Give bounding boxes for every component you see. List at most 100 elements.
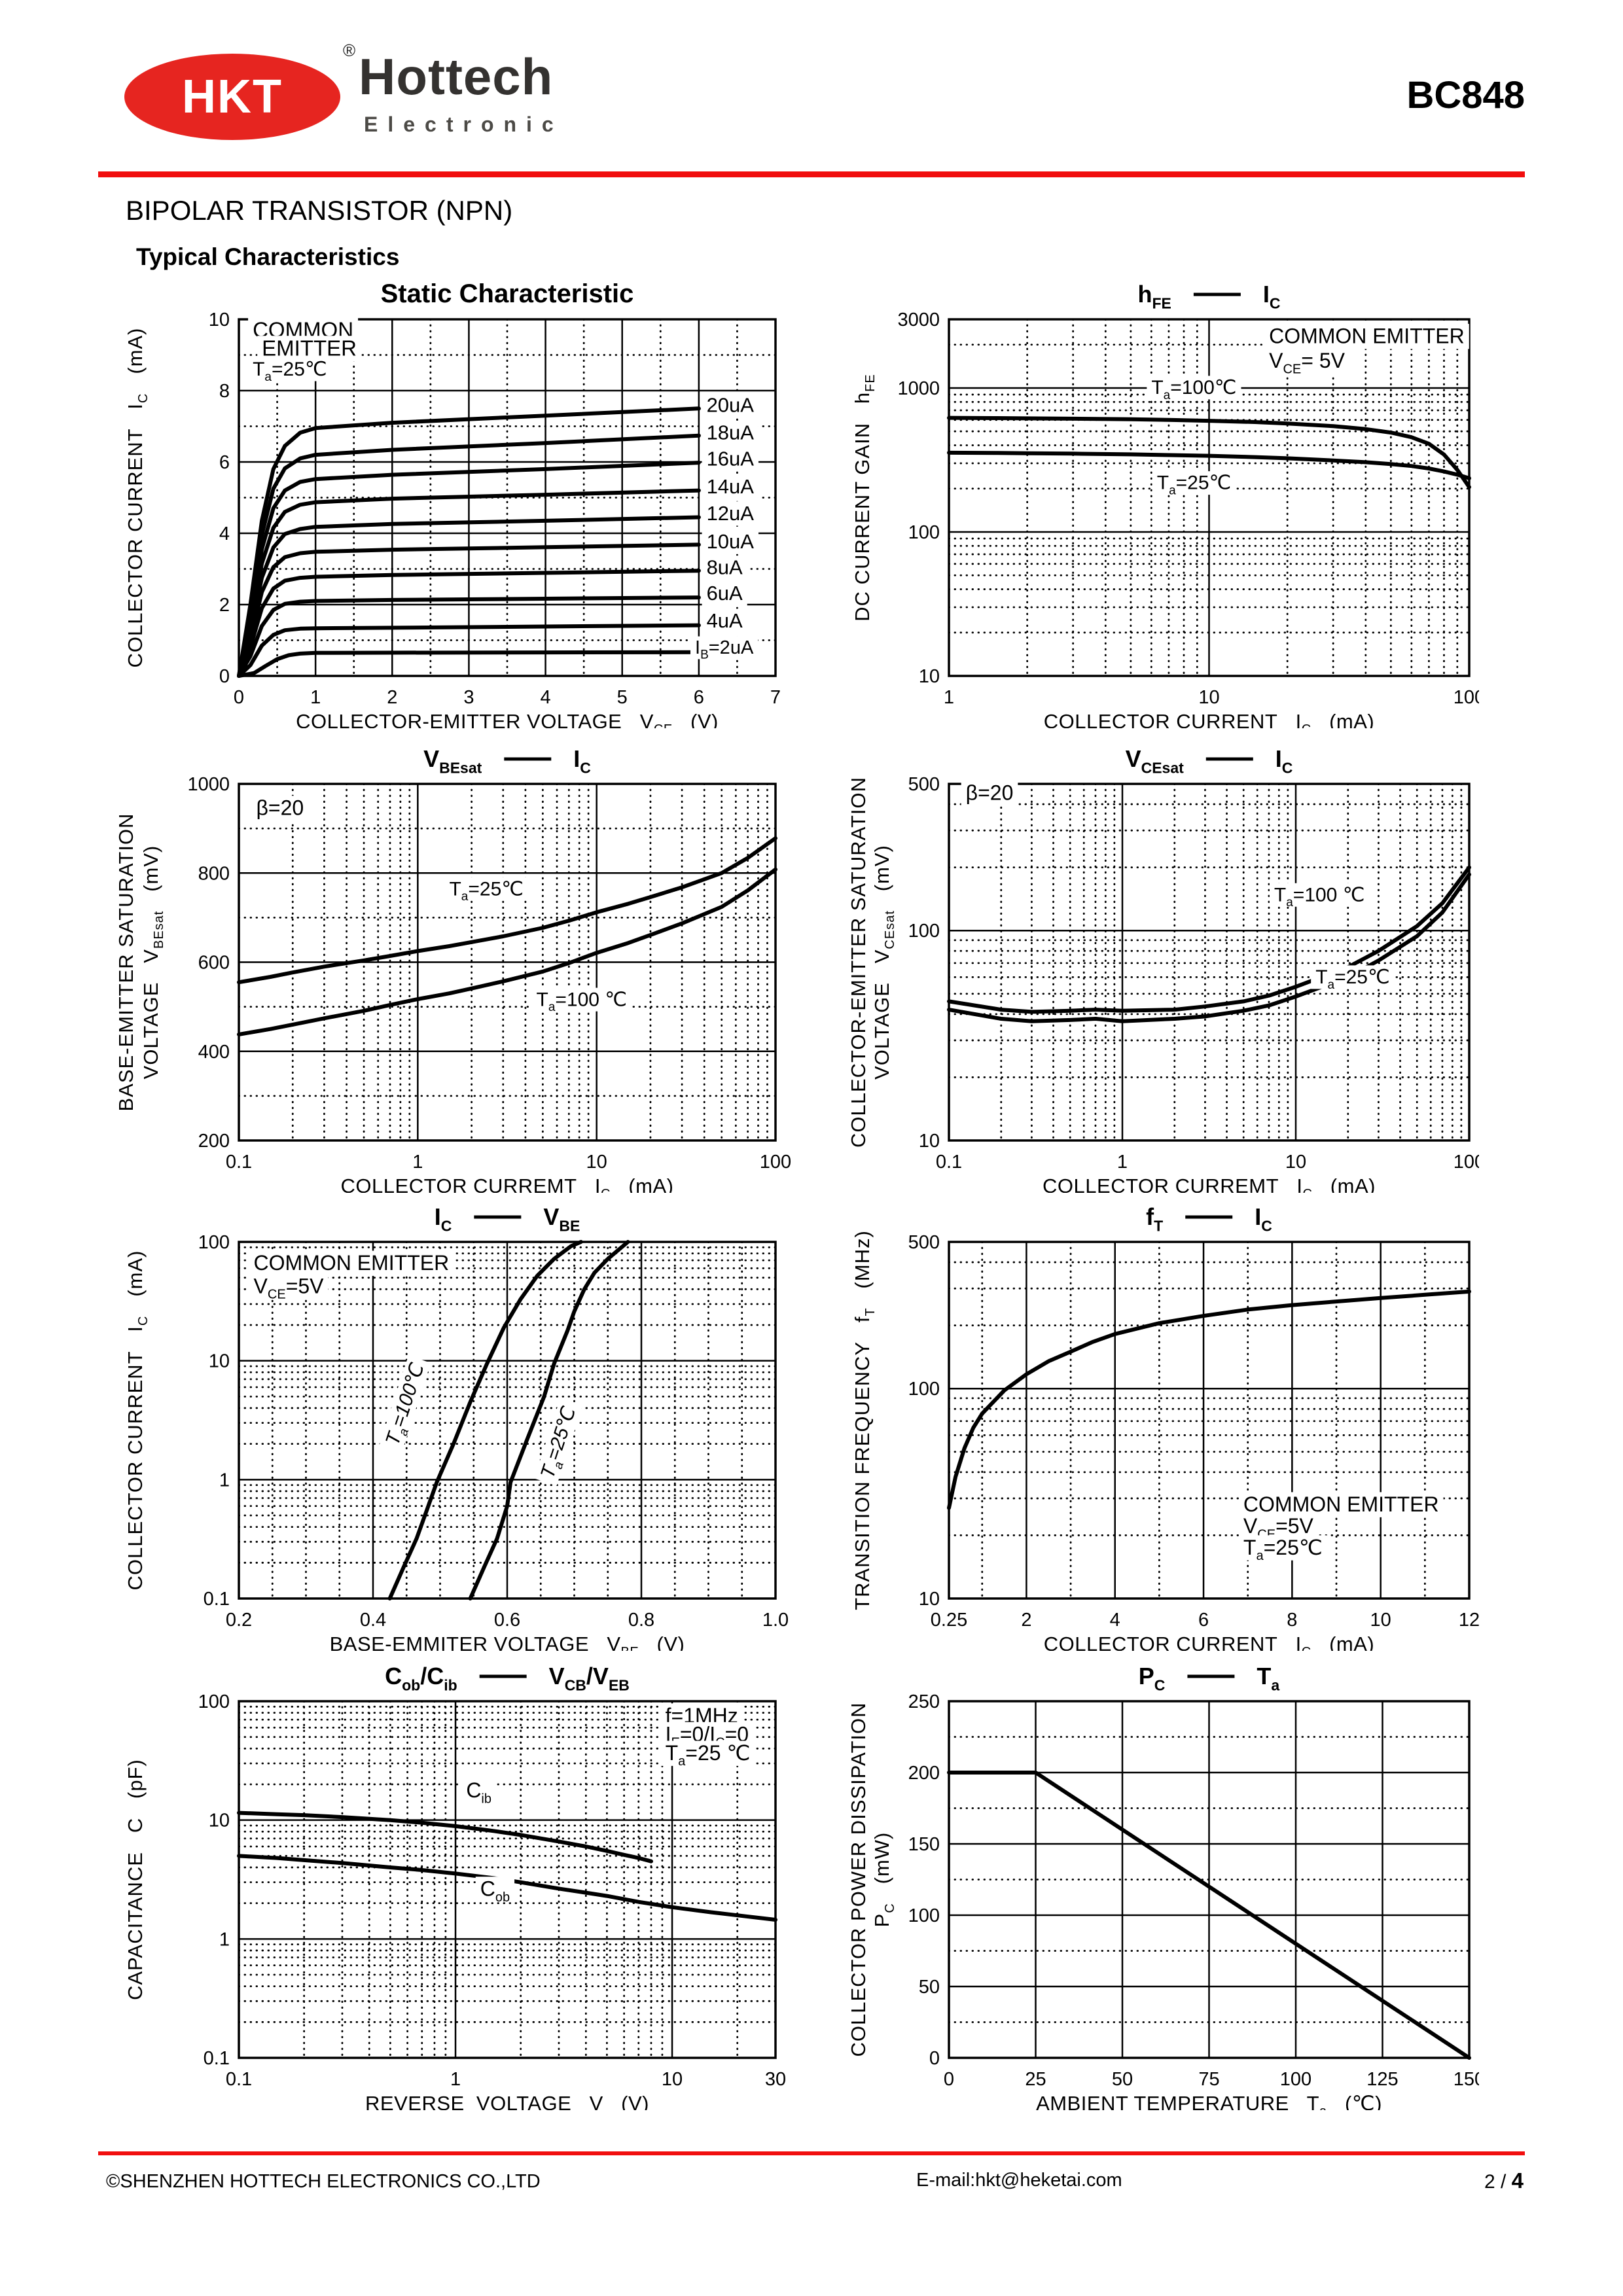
chart-vcesat-vs-ic: 0.111010010100500COLLECTOR CURREMT IC (m… xyxy=(847,732,1485,1201)
svg-text:100: 100 xyxy=(198,1691,230,1712)
svg-text:VOLTAGE VBEsat (mV): VOLTAGE VBEsat (mV) xyxy=(139,845,166,1080)
svg-text:VCEsat: VCEsat xyxy=(1126,745,1185,776)
svg-text:Ta=25℃: Ta=25℃ xyxy=(1243,1536,1323,1563)
svg-text:150: 150 xyxy=(908,1834,940,1855)
svg-text:CAPACITANCE C (pF): CAPACITANCE C (pF) xyxy=(124,1759,147,2000)
svg-text:500: 500 xyxy=(908,1232,940,1253)
svg-text:200: 200 xyxy=(908,1763,940,1784)
svg-text:10: 10 xyxy=(662,2069,683,2090)
svg-text:DC CURRENT GAIN hFE: DC CURRENT GAIN hFE xyxy=(851,374,878,621)
svg-text:β=20: β=20 xyxy=(256,796,304,820)
section-title: Typical Characteristics xyxy=(136,243,400,270)
svg-text:VCB/VEB: VCB/VEB xyxy=(549,1663,630,1693)
svg-text:IB=2uA: IB=2uA xyxy=(695,637,754,662)
svg-text:PC: PC xyxy=(1139,1663,1166,1693)
svg-text:Ta=25℃: Ta=25℃ xyxy=(253,359,327,384)
svg-text:1: 1 xyxy=(310,687,321,708)
svg-text:IC: IC xyxy=(573,745,591,776)
svg-text:0: 0 xyxy=(234,687,244,708)
svg-text:VCE= 5V: VCE= 5V xyxy=(1269,349,1346,376)
svg-text:Ta=25℃: Ta=25℃ xyxy=(1315,966,1390,992)
page-number: 2 / 4 xyxy=(1484,2168,1524,2193)
registered-trademark-icon: ® xyxy=(343,41,356,60)
svg-text:Ta=100 ℃: Ta=100 ℃ xyxy=(536,989,627,1014)
svg-text:8uA: 8uA xyxy=(707,556,743,579)
svg-text:0: 0 xyxy=(944,2069,954,2090)
svg-text:7: 7 xyxy=(770,687,781,708)
svg-text:500: 500 xyxy=(908,774,940,795)
svg-text:6: 6 xyxy=(1198,1610,1209,1631)
chart-pc-vs-ta: 0 25 50 75 100 125 150 0 50 100 150 200 250 AMBIENT T… xyxy=(847,1649,1485,2119)
logo-company-subtitle: Electronic xyxy=(364,113,563,136)
svg-text:16uA: 16uA xyxy=(707,447,755,470)
svg-text:0.1: 0.1 xyxy=(226,2069,252,2090)
svg-text:BASE-EMMITER VOLTAGE VBE (: BASE-EMMITER VOLTAGE VBE (V) xyxy=(330,1633,685,1651)
svg-text:100: 100 xyxy=(1454,687,1479,708)
svg-text:0.1: 0.1 xyxy=(226,1152,252,1173)
chart-ft-vs-ic: 0.25 2 4 6 8 10 12 10 100 500 COLLECTOR CURRENT IC… xyxy=(851,1190,1480,1659)
chart-ic-vs-vbe-svg: 0.2 0.4 0.6 0.8 1.0 0.1 1 10 100 BASE-EMMITER VOL… xyxy=(124,1203,789,1659)
svg-text:100: 100 xyxy=(908,1905,940,1926)
svg-text:COLLECTOR CURRENT IC (mA): COLLECTOR CURRENT IC (mA) xyxy=(124,328,151,668)
svg-text:Ta=25℃: Ta=25℃ xyxy=(449,878,524,904)
chart-pc-vs-ta-svg: 0 25 50 75 100 125 150 0 50 100 150 200 250 AMBIENT T… xyxy=(847,1663,1485,2119)
part-number: BC848 xyxy=(1406,74,1525,116)
svg-text:REVERSE VOLTAGE V (V): REVERSE VOLTAGE V (V) xyxy=(365,2092,649,2110)
svg-text:COLLECTOR-EMITTER VOLTAGE VC: COLLECTOR-EMITTER VOLTAGE VCE (V) xyxy=(296,710,719,728)
svg-text:IC: IC xyxy=(1255,1203,1272,1234)
svg-text:10: 10 xyxy=(919,1589,940,1610)
svg-text:30: 30 xyxy=(765,2069,786,2090)
footer-email: E-mail:hkt@heketai.com xyxy=(916,2170,1122,2191)
svg-text:250: 250 xyxy=(908,1691,940,1712)
svg-text:Static Characteristic: Static Characteristic xyxy=(381,279,634,308)
svg-text:Ta=25℃: Ta=25℃ xyxy=(537,1404,584,1482)
hkt-logo-text: HKT xyxy=(182,71,283,123)
svg-text:6uA: 6uA xyxy=(707,582,743,605)
chart-cob-cib-vs-reverse-voltage-svg: 0.1 1 10 30 0.1 1 10 100 REVERSE VOLTAGE V (V) CA… xyxy=(124,1663,786,2115)
svg-text:TRANSITION FREQUENCY fT (M: TRANSITION FREQUENCY fT (MHz) xyxy=(851,1230,878,1610)
svg-text:10: 10 xyxy=(919,666,940,687)
chart-hfe-vs-ic: 1101001010010003000COLLECTOR CURRENT IC … xyxy=(851,267,1485,737)
svg-text:100: 100 xyxy=(1454,1152,1479,1173)
page-separator: / xyxy=(1495,2171,1512,2193)
svg-text:8: 8 xyxy=(219,381,230,402)
svg-text:200: 200 xyxy=(198,1131,230,1152)
chart-ft-vs-ic-svg: 0.25 2 4 6 8 10 12 10 100 500 COLLECTOR CURRENT IC… xyxy=(851,1203,1480,1659)
device-type-title: BIPOLAR TRANSISTOR (NPN) xyxy=(126,195,513,226)
svg-text:COLLECTOR CURRENT IC (mA): COLLECTOR CURRENT IC (mA) xyxy=(124,1250,151,1591)
footer-company: ©SHENZHEN HOTTECH ELECTRONICS CO.,LTD xyxy=(106,2171,541,2192)
svg-text:100: 100 xyxy=(1280,2069,1311,2090)
svg-text:5: 5 xyxy=(617,687,628,708)
svg-text:1.0: 1.0 xyxy=(762,1610,789,1631)
svg-text:BASE-EMITTER SATURATION: BASE-EMITTER SATURATION xyxy=(115,813,137,1112)
svg-text:0.2: 0.2 xyxy=(226,1610,252,1631)
svg-text:0.4: 0.4 xyxy=(360,1610,386,1631)
svg-text:20uA: 20uA xyxy=(707,394,755,417)
svg-text:4uA: 4uA xyxy=(707,609,743,632)
svg-text:COMMON EMITTER: COMMON EMITTER xyxy=(1269,324,1465,347)
svg-text:0.1: 0.1 xyxy=(204,2048,230,2069)
chart-static-characteristic: 0 1 2 3 4 5 6 7 0 2 4 6 8 10 COLLECTOR-EMITTER VOLTAGE… xyxy=(98,267,792,737)
svg-text:12uA: 12uA xyxy=(707,502,755,525)
hkt-logo: HKT xyxy=(124,54,340,140)
chart-vcesat-vs-ic-svg: 0.111010010100500COLLECTOR CURREMT IC (m… xyxy=(847,745,1485,1201)
svg-text:1: 1 xyxy=(219,1929,230,1950)
svg-text:18uA: 18uA xyxy=(707,421,755,444)
svg-text:8: 8 xyxy=(1287,1610,1297,1631)
svg-text:800: 800 xyxy=(198,863,230,884)
chart-hfe-vs-ic-svg: 1101001010010003000COLLECTOR CURRENT IC … xyxy=(851,281,1485,737)
chart-cob-cib-vs-reverse-voltage: 0.1 1 10 30 0.1 1 10 100 REVERSE VOLTAGE V (V) CA… xyxy=(98,1649,792,2115)
svg-text:Ta=100 ℃: Ta=100 ℃ xyxy=(1274,884,1365,910)
svg-text:Cob/Cib: Cob/Cib xyxy=(385,1663,457,1693)
svg-text:0.8: 0.8 xyxy=(628,1610,654,1631)
svg-text:100: 100 xyxy=(198,1232,230,1253)
svg-text:14uA: 14uA xyxy=(707,475,755,498)
svg-text:hFE: hFE xyxy=(1137,281,1171,311)
logo-company-name: Hottech xyxy=(359,48,554,105)
svg-text:100: 100 xyxy=(760,1152,791,1173)
page-current: 2 xyxy=(1484,2171,1495,2193)
svg-text:600: 600 xyxy=(198,953,230,974)
svg-text:25: 25 xyxy=(1025,2069,1046,2090)
svg-text:2: 2 xyxy=(1021,1610,1031,1631)
